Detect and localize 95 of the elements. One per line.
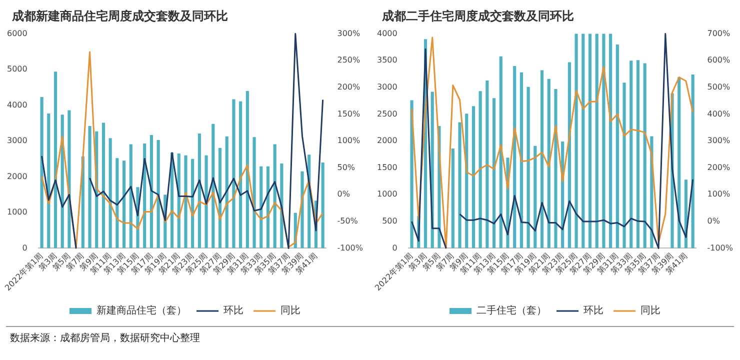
bar: [410, 100, 414, 248]
bar: [116, 158, 119, 248]
bar: [129, 144, 132, 248]
legend-label: 同比: [280, 304, 300, 317]
legend-label: 环比: [224, 304, 244, 317]
legend-label: 二手住宅（套）: [476, 304, 546, 317]
y-tick-label: 5000: [7, 64, 28, 74]
y-tick-label: 500: [382, 216, 398, 226]
legend-label: 同比: [640, 304, 660, 317]
bar: [184, 155, 188, 248]
bar: [156, 140, 160, 248]
bar: [246, 90, 249, 248]
y2-tick-label: 250%: [337, 56, 361, 65]
bar: [616, 44, 619, 248]
y2-tick-label: 400%: [707, 109, 731, 118]
bar: [266, 166, 270, 248]
y2-tick-label: -100%: [337, 243, 364, 252]
bar: [239, 101, 242, 248]
y-tick-label: 0: [22, 243, 28, 252]
y-tick-label: 3000: [7, 136, 28, 146]
bar: [574, 34, 578, 248]
y2-tick-label: 600%: [707, 56, 731, 65]
bar: [643, 63, 646, 248]
bar: [40, 97, 44, 248]
bar: [520, 72, 523, 248]
y-tick-label: 3500: [377, 56, 398, 65]
bar: [150, 134, 153, 248]
y2-tick-label: 200%: [707, 162, 731, 172]
bar: [622, 82, 626, 248]
y-tick-label: 2000: [377, 136, 398, 146]
bar: [547, 78, 550, 248]
bar: [492, 98, 496, 248]
y-tick-label: 1500: [377, 162, 398, 172]
y2-tick-label: 50%: [337, 162, 356, 172]
bar: [472, 106, 476, 248]
y-tick-label: 3000: [377, 82, 398, 92]
y-tick-label: 4000: [7, 100, 28, 110]
bar: [321, 162, 324, 248]
y2-tick-label: 0%: [337, 190, 350, 199]
y-tick-label: 2000: [7, 172, 28, 181]
bar: [458, 122, 462, 248]
legend-label: 新建商品住宅（套）: [96, 304, 186, 317]
bar: [588, 34, 592, 248]
bar: [122, 160, 126, 248]
y-tick-label: 2500: [377, 109, 398, 118]
bar: [636, 60, 640, 248]
bar: [540, 70, 544, 248]
bar: [212, 124, 215, 248]
y-tick-label: 1000: [377, 190, 398, 199]
bar: [260, 166, 263, 248]
y2-tick-label: 300%: [337, 28, 361, 38]
bar: [102, 122, 106, 248]
y2-tick-label: 100%: [707, 190, 731, 199]
bar: [225, 136, 228, 248]
chart-title: 成都二手住宅周度成交套数及同环比: [381, 8, 575, 25]
y-tick-label: 6000: [7, 28, 28, 38]
y2-tick-label: 150%: [337, 109, 361, 118]
y2-tick-label: 300%: [707, 136, 731, 146]
y-tick-label: 0: [392, 243, 398, 252]
y2-tick-label: 0%: [707, 216, 720, 226]
bar: [204, 155, 208, 248]
y2-tick-label: -100%: [707, 243, 734, 252]
bar: [691, 74, 694, 248]
y2-tick-label: 200%: [337, 82, 361, 92]
bar: [499, 56, 502, 248]
chart-title: 成都新建商品住宅周度成交套数及同环比: [11, 8, 229, 25]
bar: [54, 72, 58, 248]
bar: [252, 137, 256, 248]
bar: [602, 34, 606, 248]
y-tick-label: 1000: [7, 208, 28, 217]
bar: [630, 60, 633, 248]
bar: [554, 89, 558, 248]
bar: [526, 86, 530, 248]
bar: [300, 171, 304, 248]
bar: [486, 80, 489, 248]
y2-tick-label: -50%: [337, 216, 358, 226]
bar: [108, 138, 112, 248]
bar: [568, 62, 571, 248]
bar: [88, 126, 92, 248]
bar: [678, 77, 681, 248]
y2-tick-label: 700%: [707, 28, 731, 38]
bar: [534, 146, 537, 248]
y2-tick-label: 500%: [707, 82, 731, 92]
bar: [232, 99, 236, 248]
y-tick-label: 4000: [377, 28, 398, 38]
bar: [273, 144, 276, 248]
source-note: 数据来源：成都房管局，数据研究中心整理: [10, 332, 201, 345]
bar: [451, 148, 454, 248]
bar: [198, 134, 201, 248]
bar: [582, 34, 585, 248]
y2-tick-label: 100%: [337, 136, 361, 146]
legend-label: 环比: [584, 304, 604, 317]
bar: [609, 34, 612, 248]
bar: [595, 34, 598, 248]
bar: [478, 91, 482, 248]
